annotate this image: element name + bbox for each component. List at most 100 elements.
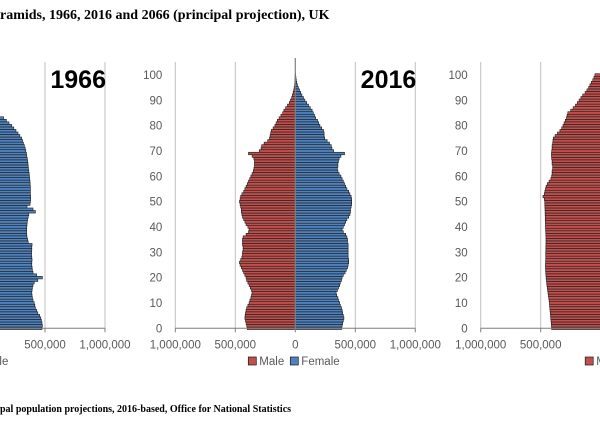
male-bar-age-62 xyxy=(551,169,600,173)
male-bar-age-22 xyxy=(243,271,296,275)
female-bar-age-19 xyxy=(294,278,342,282)
female-bar-age-46 xyxy=(294,210,351,214)
female-bar-age-48 xyxy=(294,205,352,209)
female-bar-age-28 xyxy=(0,255,33,259)
male-bar-age-58 xyxy=(248,179,296,183)
male-bar-age-49 xyxy=(544,202,600,206)
male-bar-age-10 xyxy=(549,301,600,305)
x-tick-label: 1,000,000 xyxy=(390,339,441,351)
y-tick-label: 70 xyxy=(150,146,163,158)
male-bar-age-51 xyxy=(239,197,296,201)
male-bar-age-8 xyxy=(246,306,296,310)
female-bar-age-33 xyxy=(294,243,349,247)
female-bar-age-38 xyxy=(294,230,344,234)
male-bar-age-75 xyxy=(552,136,600,140)
female-bar-age-22 xyxy=(0,271,34,275)
male-bar-age-41 xyxy=(245,222,296,227)
male-bar-age-78 xyxy=(559,129,600,133)
male-bar-age-68 xyxy=(251,154,296,158)
y-tick-label: 100 xyxy=(449,70,468,82)
female-bar-age-9 xyxy=(0,303,36,308)
male-bar-age-12 xyxy=(250,296,296,300)
x-tick-label: 500,000 xyxy=(24,339,66,351)
female-bar-age-5 xyxy=(0,314,40,318)
female-bar-age-20 xyxy=(294,276,343,280)
male-bar-age-37 xyxy=(545,233,600,237)
male-bar-age-5 xyxy=(550,314,600,318)
male-bar-age-40 xyxy=(545,225,600,229)
male-bar-age-2 xyxy=(550,321,600,325)
female-bar-age-5 xyxy=(294,314,344,318)
male-bar-age-31 xyxy=(242,248,296,252)
male-bar-age-77 xyxy=(270,131,296,135)
female-bar-age-83 xyxy=(0,116,4,120)
female-bar-age-40 xyxy=(294,225,344,229)
male-bar-age-9 xyxy=(247,303,296,308)
female-bar-age-23 xyxy=(294,268,347,272)
male-bar-age-18 xyxy=(247,281,296,285)
female-bar-age-54 xyxy=(0,189,31,194)
male-bar-age-40 xyxy=(247,225,296,229)
female-bar-age-87 xyxy=(294,106,311,110)
female-bar-age-83 xyxy=(294,116,316,120)
female-bar-age-4 xyxy=(294,316,345,320)
male-bar-age-41 xyxy=(545,222,600,227)
female-bar-age-14 xyxy=(294,291,337,295)
y-tick-label: 0 xyxy=(156,323,162,335)
male-bar-age-84 xyxy=(566,113,600,118)
male-bar-age-80 xyxy=(274,124,296,128)
female-bar-age-51 xyxy=(294,197,352,201)
male-bar-age-61 xyxy=(251,172,296,176)
y-tick-label: 50 xyxy=(455,197,468,209)
male-bar-age-71 xyxy=(260,146,296,151)
male-bar-age-6 xyxy=(245,311,296,315)
y-tick-label: 40 xyxy=(150,222,163,234)
male-bar-age-90 xyxy=(578,98,600,102)
female-bar-age-74 xyxy=(294,139,328,143)
male-bar-age-95 xyxy=(588,86,600,90)
male-bar-age-42 xyxy=(545,220,600,224)
female-bar-age-52 xyxy=(294,195,352,199)
male-bar-age-53 xyxy=(543,192,600,196)
male-bar-age-19 xyxy=(246,278,296,282)
male-bar-age-84 xyxy=(280,113,296,118)
male-bar-age-58 xyxy=(548,179,600,183)
male-bar-age-2 xyxy=(245,321,296,325)
male-bar-age-63 xyxy=(552,167,600,171)
female-bar-age-45 xyxy=(0,212,30,216)
male-bar-age-1 xyxy=(551,324,600,328)
female-bar-age-55 xyxy=(0,187,31,191)
female-bar-age-56 xyxy=(294,184,346,189)
male-bar-age-81 xyxy=(275,121,296,125)
male-bar-age-72 xyxy=(551,144,600,148)
female-bar-age-33 xyxy=(0,243,33,247)
male-bar-age-13 xyxy=(251,293,296,297)
male-bar-age-61 xyxy=(551,172,600,176)
male-bar-age-90 xyxy=(290,98,296,102)
male-bar-age-85 xyxy=(282,111,296,115)
male-bar-age-44 xyxy=(242,215,296,219)
male-bar-age-83 xyxy=(278,116,296,120)
female-bar-age-14 xyxy=(0,291,33,295)
male-bar-age-25 xyxy=(545,263,600,267)
female-bar-age-36 xyxy=(294,235,348,239)
male-bar-age-46 xyxy=(241,210,296,214)
female-bar-age-82 xyxy=(0,119,7,123)
female-bar-age-47 xyxy=(294,207,351,211)
male-bar-age-55 xyxy=(244,187,296,191)
female-bar-age-10 xyxy=(294,301,340,305)
male-bar-age-17 xyxy=(248,283,296,287)
male-bar-age-4 xyxy=(244,316,296,320)
male-bar-age-66 xyxy=(254,159,296,163)
female-bar-age-27 xyxy=(0,258,33,262)
male-bar-age-45 xyxy=(241,212,296,216)
male-bar-age-59 xyxy=(249,177,296,181)
male-bar-age-74 xyxy=(552,139,600,143)
y-tick-label: 40 xyxy=(455,222,468,234)
male-bar-age-93 xyxy=(584,91,600,95)
female-bar-age-73 xyxy=(294,141,330,145)
male-bar-age-10 xyxy=(248,301,296,305)
female-bar-age-78 xyxy=(294,129,324,133)
male-bar-age-48 xyxy=(240,205,296,209)
male-bar-age-65 xyxy=(551,162,600,166)
